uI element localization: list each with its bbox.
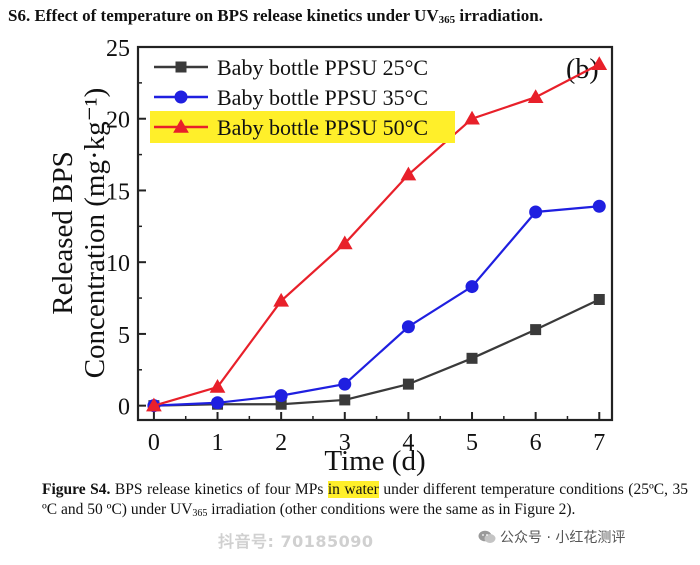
y-tick-label: 15 <box>106 179 130 205</box>
x-tick-label: 7 <box>593 430 605 456</box>
data-point <box>465 280 479 294</box>
watermark-text: 抖音号: 70185090 <box>218 532 374 551</box>
legend-marker <box>173 118 189 133</box>
data-point <box>591 56 608 70</box>
y-axis-label-line2: Concentration (mg·kg⁻¹) <box>79 88 111 379</box>
x-tick-label: 4 <box>402 430 414 456</box>
y-tick-label: 5 <box>118 323 130 349</box>
data-point <box>401 320 415 334</box>
data-point <box>592 199 606 213</box>
data-point <box>209 378 226 393</box>
line-chart: 0 1 2 3 4 5 6 7 0 5 10 15 20 25 Time (d) Released BPS Co… <box>47 36 614 477</box>
series-line-1 <box>153 298 600 407</box>
plot-frame <box>136 45 614 422</box>
y-tick-label: 20 <box>106 108 130 134</box>
data-point <box>336 235 353 250</box>
legend-label: Baby bottle PPSU 50°C <box>217 115 428 140</box>
data-point <box>464 110 480 125</box>
data-point <box>530 324 542 336</box>
legend-label: Baby bottle PPSU 25°C <box>217 55 428 80</box>
data-point <box>527 89 544 103</box>
wechat-icon <box>478 530 496 544</box>
data-point <box>274 389 288 403</box>
legend-marker <box>174 90 188 104</box>
x-tick-label: 0 <box>148 430 160 456</box>
series-line-3 <box>153 63 600 407</box>
data-point <box>211 396 225 410</box>
x-axis-label: Time (d) <box>324 445 425 477</box>
data-point <box>339 394 351 406</box>
x-tick-label: 6 <box>530 430 542 456</box>
data-point <box>402 378 414 390</box>
y-tick-label: 10 <box>106 251 130 277</box>
data-point <box>400 166 417 181</box>
data-point <box>273 292 290 307</box>
data-point <box>593 293 605 305</box>
x-tick-label: 1 <box>212 430 224 456</box>
data-point <box>338 377 352 391</box>
source-label: 公众号 · 小红花测评 <box>478 527 625 547</box>
section-heading: S6. Effect of temperature on BPS release… <box>8 6 543 26</box>
y-tick-label: 0 <box>118 395 130 421</box>
data-point <box>146 397 162 412</box>
x-tick-label: 3 <box>339 430 351 456</box>
legend-label: Baby bottle PPSU 35°C <box>217 85 428 110</box>
x-tick-label: 5 <box>466 430 478 456</box>
legend-marker <box>175 61 187 73</box>
series-line-2 <box>153 205 600 407</box>
caption-highlight: in water <box>327 481 379 498</box>
data-point <box>529 205 543 219</box>
y-tick-label: 25 <box>106 36 130 62</box>
x-tick-label: 2 <box>275 430 287 456</box>
data-point <box>466 352 478 364</box>
figure-caption: Figure S4. BPS release kinetics of four … <box>42 481 688 519</box>
y-axis-label-line1: Released BPS <box>47 151 79 315</box>
